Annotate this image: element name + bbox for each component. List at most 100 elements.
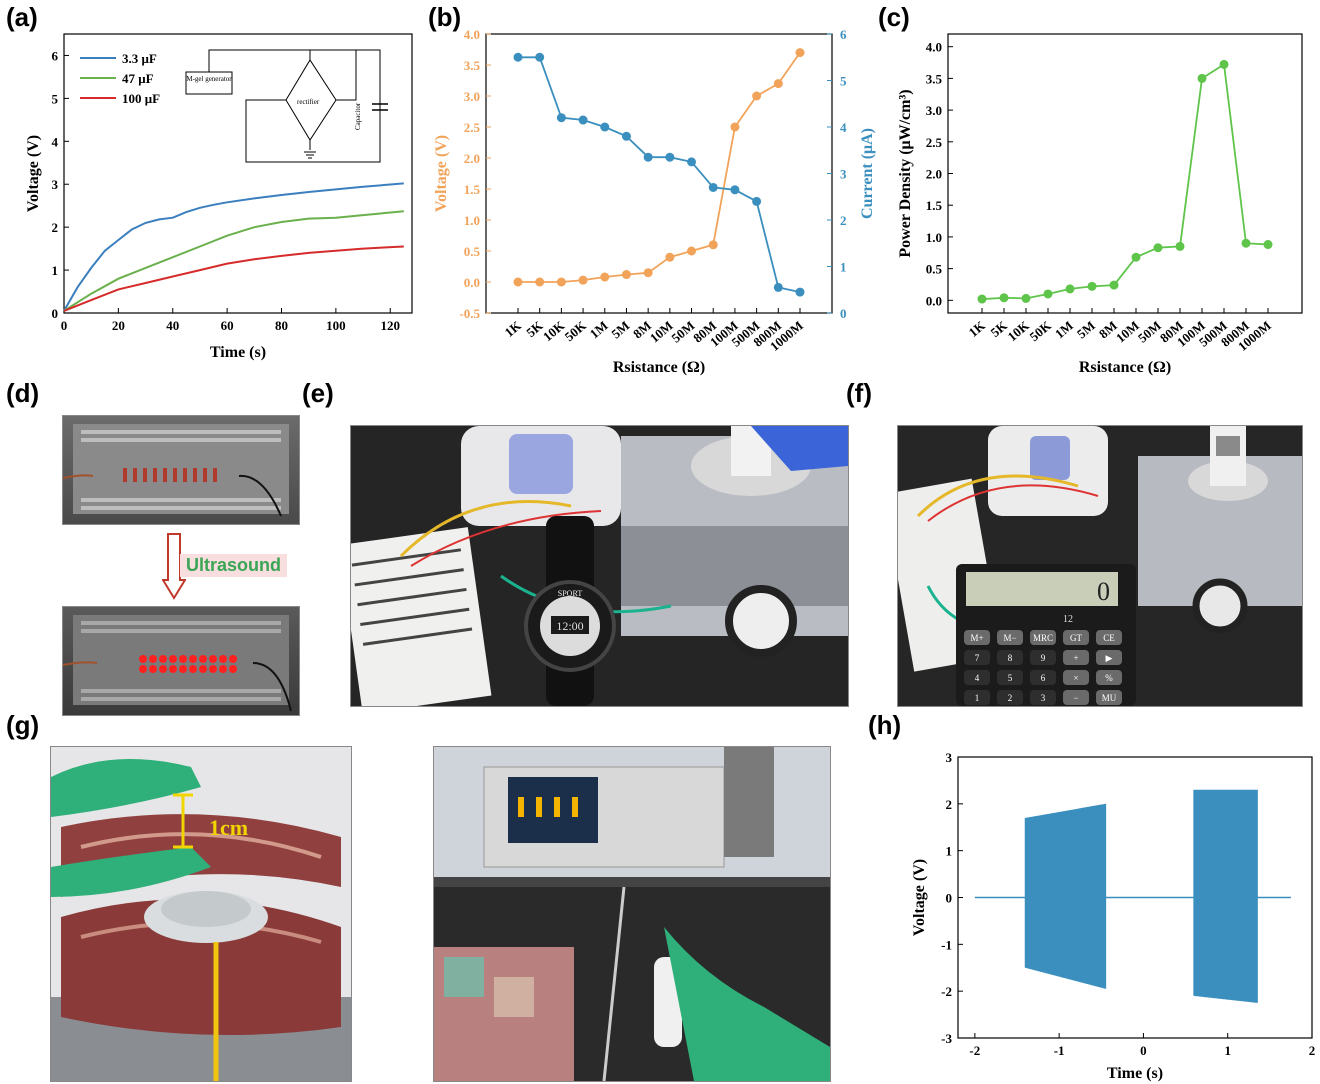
x-tick-label: 40 [166,318,179,333]
calculator-key-label: GT [1070,633,1082,643]
calculator-display: 0 [1097,577,1110,606]
calculator-key-label: MRC [1033,633,1053,643]
data-point [1021,293,1031,303]
calculator-key-label: 3 [1041,693,1046,703]
y-tick-label: 3 [52,177,59,192]
panel-label-e: (e) [302,378,334,408]
y2-tick-label: 6 [840,27,847,42]
calculator-key-label: 5 [1008,673,1013,683]
photo-f-calculator-setup: 0 12 M+ M− MRC GT CE 7 8 9 + ▶ 4 5 6 ×% 1 2 3− MU [897,425,1303,707]
x-tick-label: 5M [1074,318,1098,342]
data-point [1263,240,1273,250]
y-tick-label: 2 [946,797,953,812]
chart-b-voltage-current: -0.5 0.0 0.5 1.0 1.5 2.0 2.5 3.0 3.5 4.0 0 1 2 3 4 5 6 1K… [433,27,876,376]
y-tick-label: 2 [52,220,59,235]
y-axis-label: Power Density (μW/cm³) [897,89,914,257]
photo-d-leds-off [62,415,300,525]
calculator-key [964,630,990,645]
x-tick-label: 0 [1140,1043,1147,1058]
calculator-key [1030,630,1056,645]
calculator-key-label: 8 [1008,653,1013,663]
inset-ground-icon [304,151,316,159]
calculator-key [1030,670,1056,685]
data-point [1219,59,1229,69]
data-point [730,185,740,195]
data-point [621,270,631,280]
y-tick-label: 4 [52,134,59,149]
calculator-digits: 12 [1063,614,1073,625]
data-point [1065,284,1075,294]
data-point [578,275,588,285]
data-point [752,91,762,101]
x-tick-label: 50K [562,317,590,344]
data-point [1131,252,1141,262]
data-point [535,52,545,62]
y-axis-label: Voltage (V) [911,859,928,936]
y-tick-label: -3 [941,1031,952,1046]
y2-tick-label: 0 [840,306,847,321]
chart-c-power-density: 0.00.51.01.52.02.53.03.54.01K 5K10K50K1M5… [897,33,1303,376]
data-point [773,282,783,292]
calculator-key-label: M− [1003,633,1016,643]
data-point [708,240,718,250]
x-tick-label: 5M [608,318,632,342]
data-point [535,277,545,287]
x-tick-label: 1K [502,317,525,340]
x-tick-label: 80 [275,318,288,333]
photo-d-leds-on [62,606,300,716]
y-tick-label: 3.0 [464,89,480,104]
data-point [600,272,610,282]
calculator-key [1063,650,1089,665]
y-tick-label: 0.5 [926,262,943,277]
data-point [687,246,697,256]
inset-rectifier-label: rectifier [297,98,320,106]
panel-label-a: (a) [6,2,38,32]
x-axis-label: Rsistance (Ω) [1079,359,1171,376]
panel-label-g: (g) [6,710,40,740]
y-tick-label: 1 [946,844,953,859]
watch-time: 12:00 [556,619,583,633]
series-line-voltage [518,52,801,283]
calculator-key-label: 9 [1041,653,1046,663]
calculator-key-label: 7 [975,653,980,663]
calculator-key [1096,670,1122,685]
data-point [999,293,1009,303]
calculator-key [1030,650,1056,665]
y-tick-label: 4.0 [464,27,480,42]
data-point [665,152,675,162]
thickness-label: 1cm [209,815,248,840]
data-point [1153,243,1163,253]
y-tick-label: 1 [52,263,59,278]
inset-wire [208,49,381,163]
plot-frame [485,33,833,314]
data-point [1197,73,1207,83]
panel-label-h: (h) [868,710,902,740]
series-line-2 [63,245,404,312]
data-point [665,252,675,262]
calculator-key-label: 4 [975,673,980,683]
panel-label-d: (d) [6,378,40,408]
y2-tick-label: 4 [840,120,847,135]
data-point [795,287,805,297]
calculator-key [964,650,990,665]
y-tick-label: -0.5 [459,306,480,321]
y-tick-label: 3.5 [464,58,481,73]
calculator-key-label: + [1073,653,1078,663]
data-point [730,122,740,132]
chart-a-voltage-time: 0 20 40 60 80 100 120 0 1 2 3 4 5 6 Time (s) Voltage (V… [25,33,413,361]
y-tick-label: 2.0 [464,151,480,166]
calculator-key-label: × [1073,673,1078,683]
data-point [556,277,566,287]
calculator-key [997,690,1023,705]
plot-frame [63,33,413,314]
calculator-key [1096,650,1122,665]
y-tick-label: -1 [941,937,952,952]
data-point [773,79,783,89]
calculator-key-label: 1 [975,693,980,703]
x-tick-label: 1M [1052,318,1076,342]
calculator-key [997,650,1023,665]
ultrasound-label: Ultrasound [180,554,288,577]
x-tick-label: 20 [112,318,125,333]
calculator-key [1063,670,1089,685]
data-point [687,157,697,167]
